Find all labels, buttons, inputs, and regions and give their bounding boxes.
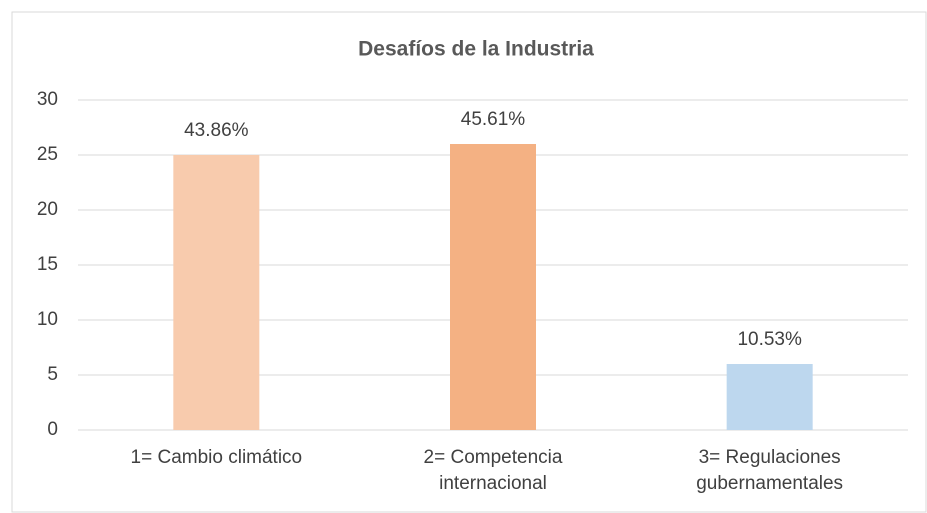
chart-title: Desafíos de la Industria [358, 38, 594, 61]
bar [450, 144, 536, 430]
data-label: 43.86% [184, 120, 249, 141]
y-tick-label: 10 [37, 309, 58, 330]
y-tick-label: 25 [37, 144, 58, 165]
y-tick-label: 20 [37, 199, 58, 220]
y-tick-label: 30 [37, 89, 58, 110]
data-label: 10.53% [737, 329, 802, 350]
x-tick-label: 2= Competencia internacional [423, 447, 563, 494]
bar [726, 364, 813, 430]
y-tick-label: 0 [47, 419, 58, 440]
x-tick-label: 1= Cambio climático [130, 447, 303, 468]
y-tick-label: 15 [37, 254, 58, 275]
bar [173, 155, 260, 430]
x-tick-label: 3= Regulaciones gubernamentales [696, 447, 844, 494]
data-label: 45.61% [461, 109, 526, 130]
y-tick-label: 5 [47, 364, 58, 385]
